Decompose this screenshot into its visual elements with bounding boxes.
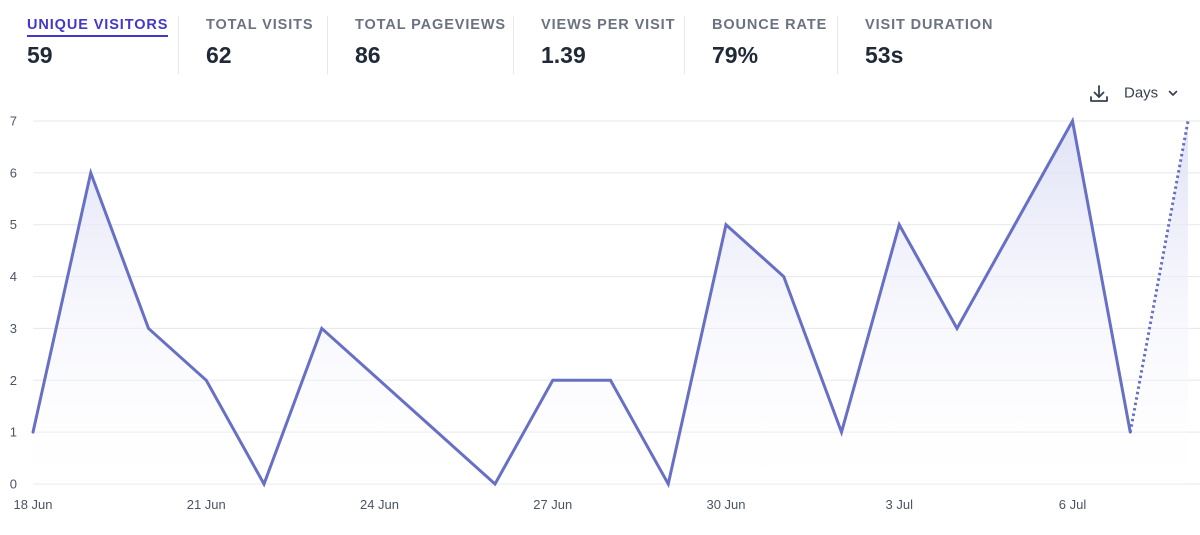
data-point [782, 275, 785, 278]
stat-unique-visitors[interactable]: UNIQUE VISITORS 59 [27, 0, 177, 74]
stat-total-pageviews[interactable]: TOTAL PAGEVIEWS 86 [355, 0, 510, 74]
x-tick-label: 27 Jun [533, 497, 572, 512]
stat-value: 53s [865, 42, 904, 68]
stat-value: 62 [206, 42, 232, 68]
chevron-down-icon [1168, 90, 1177, 96]
y-tick-label: 5 [10, 217, 17, 232]
series-area-fill [33, 121, 1188, 484]
stat-label: TOTAL PAGEVIEWS [355, 17, 506, 33]
stat-value: 86 [355, 42, 381, 68]
data-point [205, 379, 208, 382]
series-line-path [31, 116, 1132, 489]
y-axis: 0 1 2 3 4 5 6 7 [10, 114, 17, 492]
y-tick-label: 3 [10, 321, 17, 336]
data-point [378, 379, 381, 382]
x-tick-label: 6 Jul [1059, 497, 1087, 512]
stat-label: VIEWS PER VISIT [541, 17, 676, 33]
data-point [609, 379, 612, 382]
stat-views-per-visit[interactable]: VIEWS PER VISIT 1.39 [541, 0, 681, 74]
stat-value: 1.39 [541, 42, 586, 68]
stat-label: BOUNCE RATE [712, 17, 828, 33]
stat-label: TOTAL VISITS [206, 17, 314, 33]
series-area [33, 121, 1188, 484]
data-point [1129, 431, 1132, 434]
data-point [32, 431, 35, 434]
data-point [494, 483, 497, 486]
download-icon[interactable] [1087, 82, 1111, 106]
stat-divider [178, 16, 179, 74]
x-tick-label: 24 Jun [360, 497, 399, 512]
series-line [31, 116, 1190, 489]
data-point [667, 483, 670, 486]
stat-value: 59 [27, 42, 53, 68]
top-stats-bar: UNIQUE VISITORS 59 TOTAL VISITS 62 TOTAL… [0, 0, 1200, 80]
data-point [1071, 120, 1074, 123]
stat-divider [684, 16, 685, 74]
data-point [1013, 223, 1016, 226]
y-tick-label: 7 [10, 114, 17, 129]
x-tick-label: 3 Jul [886, 497, 914, 512]
y-tick-label: 1 [10, 425, 17, 440]
stat-divider [837, 16, 838, 74]
data-point [956, 327, 959, 330]
stat-value: 79% [712, 42, 759, 68]
x-tick-label: 30 Jun [706, 497, 745, 512]
data-point [840, 431, 843, 434]
x-tick-label: 18 Jun [13, 497, 52, 512]
y-tick-label: 0 [10, 477, 17, 492]
y-tick-label: 2 [10, 373, 17, 388]
stat-divider [513, 16, 514, 74]
data-point [320, 327, 323, 330]
data-point [725, 223, 728, 226]
data-point [263, 483, 266, 486]
x-tick-label: 21 Jun [187, 497, 226, 512]
data-point [1187, 120, 1190, 123]
stat-bounce-rate[interactable]: BOUNCE RATE 79% [712, 0, 834, 74]
data-point [898, 223, 901, 226]
visitors-line-chart: 0 1 2 3 4 5 6 7 18 Jun 21 Jun 24 Jun 27 Jun 30 Jun 3… [10, 114, 1200, 512]
interval-select[interactable]: Days [1124, 84, 1179, 106]
stat-divider [327, 16, 328, 74]
stat-visit-duration[interactable]: VISIT DURATION 53s [865, 0, 1005, 74]
stat-label: UNIQUE VISITORS [27, 17, 169, 37]
y-tick-label: 6 [10, 165, 17, 180]
data-point [147, 327, 150, 330]
stat-total-visits[interactable]: TOTAL VISITS 62 [206, 0, 324, 74]
x-axis: 18 Jun 21 Jun 24 Jun 27 Jun 30 Jun 3 Jul 6 Jul [13, 497, 1086, 512]
data-point [436, 431, 439, 434]
y-tick-label: 4 [10, 269, 17, 284]
interval-label: Days [1124, 84, 1159, 102]
stat-label: VISIT DURATION [865, 17, 994, 33]
data-point [89, 171, 92, 174]
data-point [551, 379, 554, 382]
